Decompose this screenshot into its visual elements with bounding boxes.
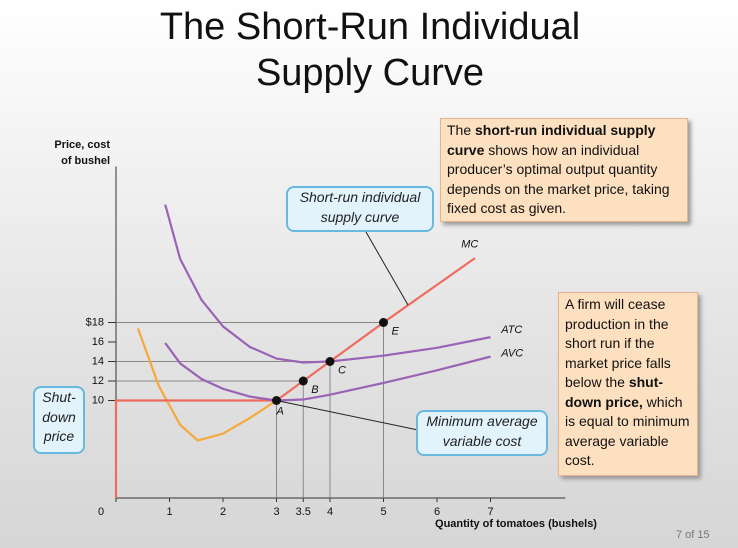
x-tick-label: 4 — [327, 506, 333, 518]
curve — [164, 204, 491, 364]
note-text: shows how an individual producer’s optim… — [447, 141, 670, 217]
y-tick-label: $18 — [86, 316, 104, 328]
x-tick-label: 6 — [434, 506, 440, 518]
y-tick-label: 16 — [92, 336, 104, 348]
page-number: 7 of 15 — [676, 529, 710, 541]
x-tick-label: 3 — [273, 506, 279, 518]
y-axis-label: Price, cost of bushel — [54, 139, 110, 167]
curve-label: ATC — [500, 324, 522, 336]
note-text: short-run individual supply curve — [447, 122, 656, 158]
point — [379, 318, 388, 327]
curve — [164, 342, 491, 402]
point — [325, 357, 335, 366]
note-right: A firm will cease production in the shor… — [558, 292, 698, 476]
point-label: C — [338, 364, 346, 376]
slide-title: The Short-Run Individual Supply Curve — [159, 6, 581, 94]
note-text: A firm will cease production in the shor… — [565, 296, 671, 390]
supply-callout: Short-run individual supply curve — [286, 186, 434, 232]
x-tick-label: 5 — [380, 506, 386, 518]
point — [272, 396, 281, 405]
curve — [136, 327, 278, 442]
x-tick-label: 3.5 — [296, 506, 311, 518]
y-tick-label: 12 — [92, 375, 104, 387]
min-avc-callout: Minimum average variable cost — [416, 410, 548, 456]
point-label: E — [392, 325, 400, 337]
leader-line — [276, 400, 419, 431]
curve — [114, 257, 476, 498]
y-tick-label: 10 — [92, 394, 104, 406]
y-tick-label: 14 — [92, 355, 104, 367]
point-label: A — [276, 405, 284, 417]
note-top: The short-run individual supply curve sh… — [440, 118, 688, 222]
note-text: which is equal to minimum average variab… — [565, 393, 690, 469]
x-tick-label: 7 — [487, 506, 493, 518]
x-axis-label: Quantity of tomatoes (bushels) — [435, 518, 597, 530]
x-tick-label: 2 — [220, 506, 226, 518]
point-label: B — [311, 384, 318, 396]
shutdown-callout: Shut-down price — [33, 386, 85, 454]
x-tick-label: 1 — [166, 506, 172, 518]
note-text: shut-down price, — [565, 374, 664, 410]
note-text: The — [447, 122, 476, 138]
curve-label: AVC — [500, 348, 523, 360]
point — [298, 376, 308, 386]
curve-label: MC — [461, 238, 478, 250]
x-tick-label: 0 — [98, 506, 104, 518]
leader-line — [365, 231, 409, 306]
